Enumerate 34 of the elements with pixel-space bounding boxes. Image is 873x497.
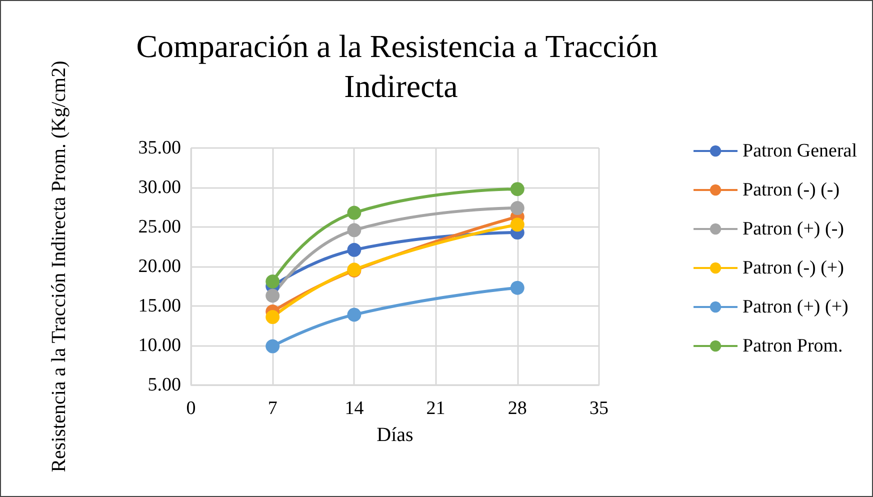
point [266,288,280,303]
legend-label: Patron (-) (-) [742,180,840,200]
point [266,339,280,354]
legend-label: Patron (+) (+) [742,296,848,318]
y-tick-label: 20.00 [138,256,181,277]
x-axis-title: Días [376,424,414,446]
point [347,206,362,220]
legend-label: Patron (-) (+) [742,258,844,278]
point [266,310,280,324]
point [347,223,362,238]
legend-label: Patron (+) (-) [742,218,844,240]
y-tick-label: 35.00 [138,138,181,158]
x-tick-label: 14 [344,398,364,419]
y-axis-title: Resistencia a la Tracción Indirecta Prom. (Kg/cm2) [48,60,70,472]
x-tick-label: 0 [186,398,196,419]
point [347,308,362,322]
y-tick-label: 30.00 [138,177,181,198]
x-tick-label: 21 [426,398,446,419]
y-tick-label: 5.00 [148,374,181,396]
y-tick-label: 10.00 [138,335,181,356]
y-tick-label: 15.00 [138,296,181,316]
point [510,218,524,232]
x-tick-label: 7 [268,398,278,419]
chart-title: Comparación a la Resistencia a Tracción Indirecta [136,28,666,104]
point [510,201,524,216]
point [347,242,362,257]
point [510,182,524,196]
point [510,280,524,295]
legend-label: Patron Prom. [742,336,843,356]
x-tick-label: 35 [590,398,608,419]
x-tick-label: 28 [508,398,527,419]
legend-label: Patron General [742,140,857,162]
y-tick-label: 25.00 [138,216,181,238]
point [266,274,280,289]
